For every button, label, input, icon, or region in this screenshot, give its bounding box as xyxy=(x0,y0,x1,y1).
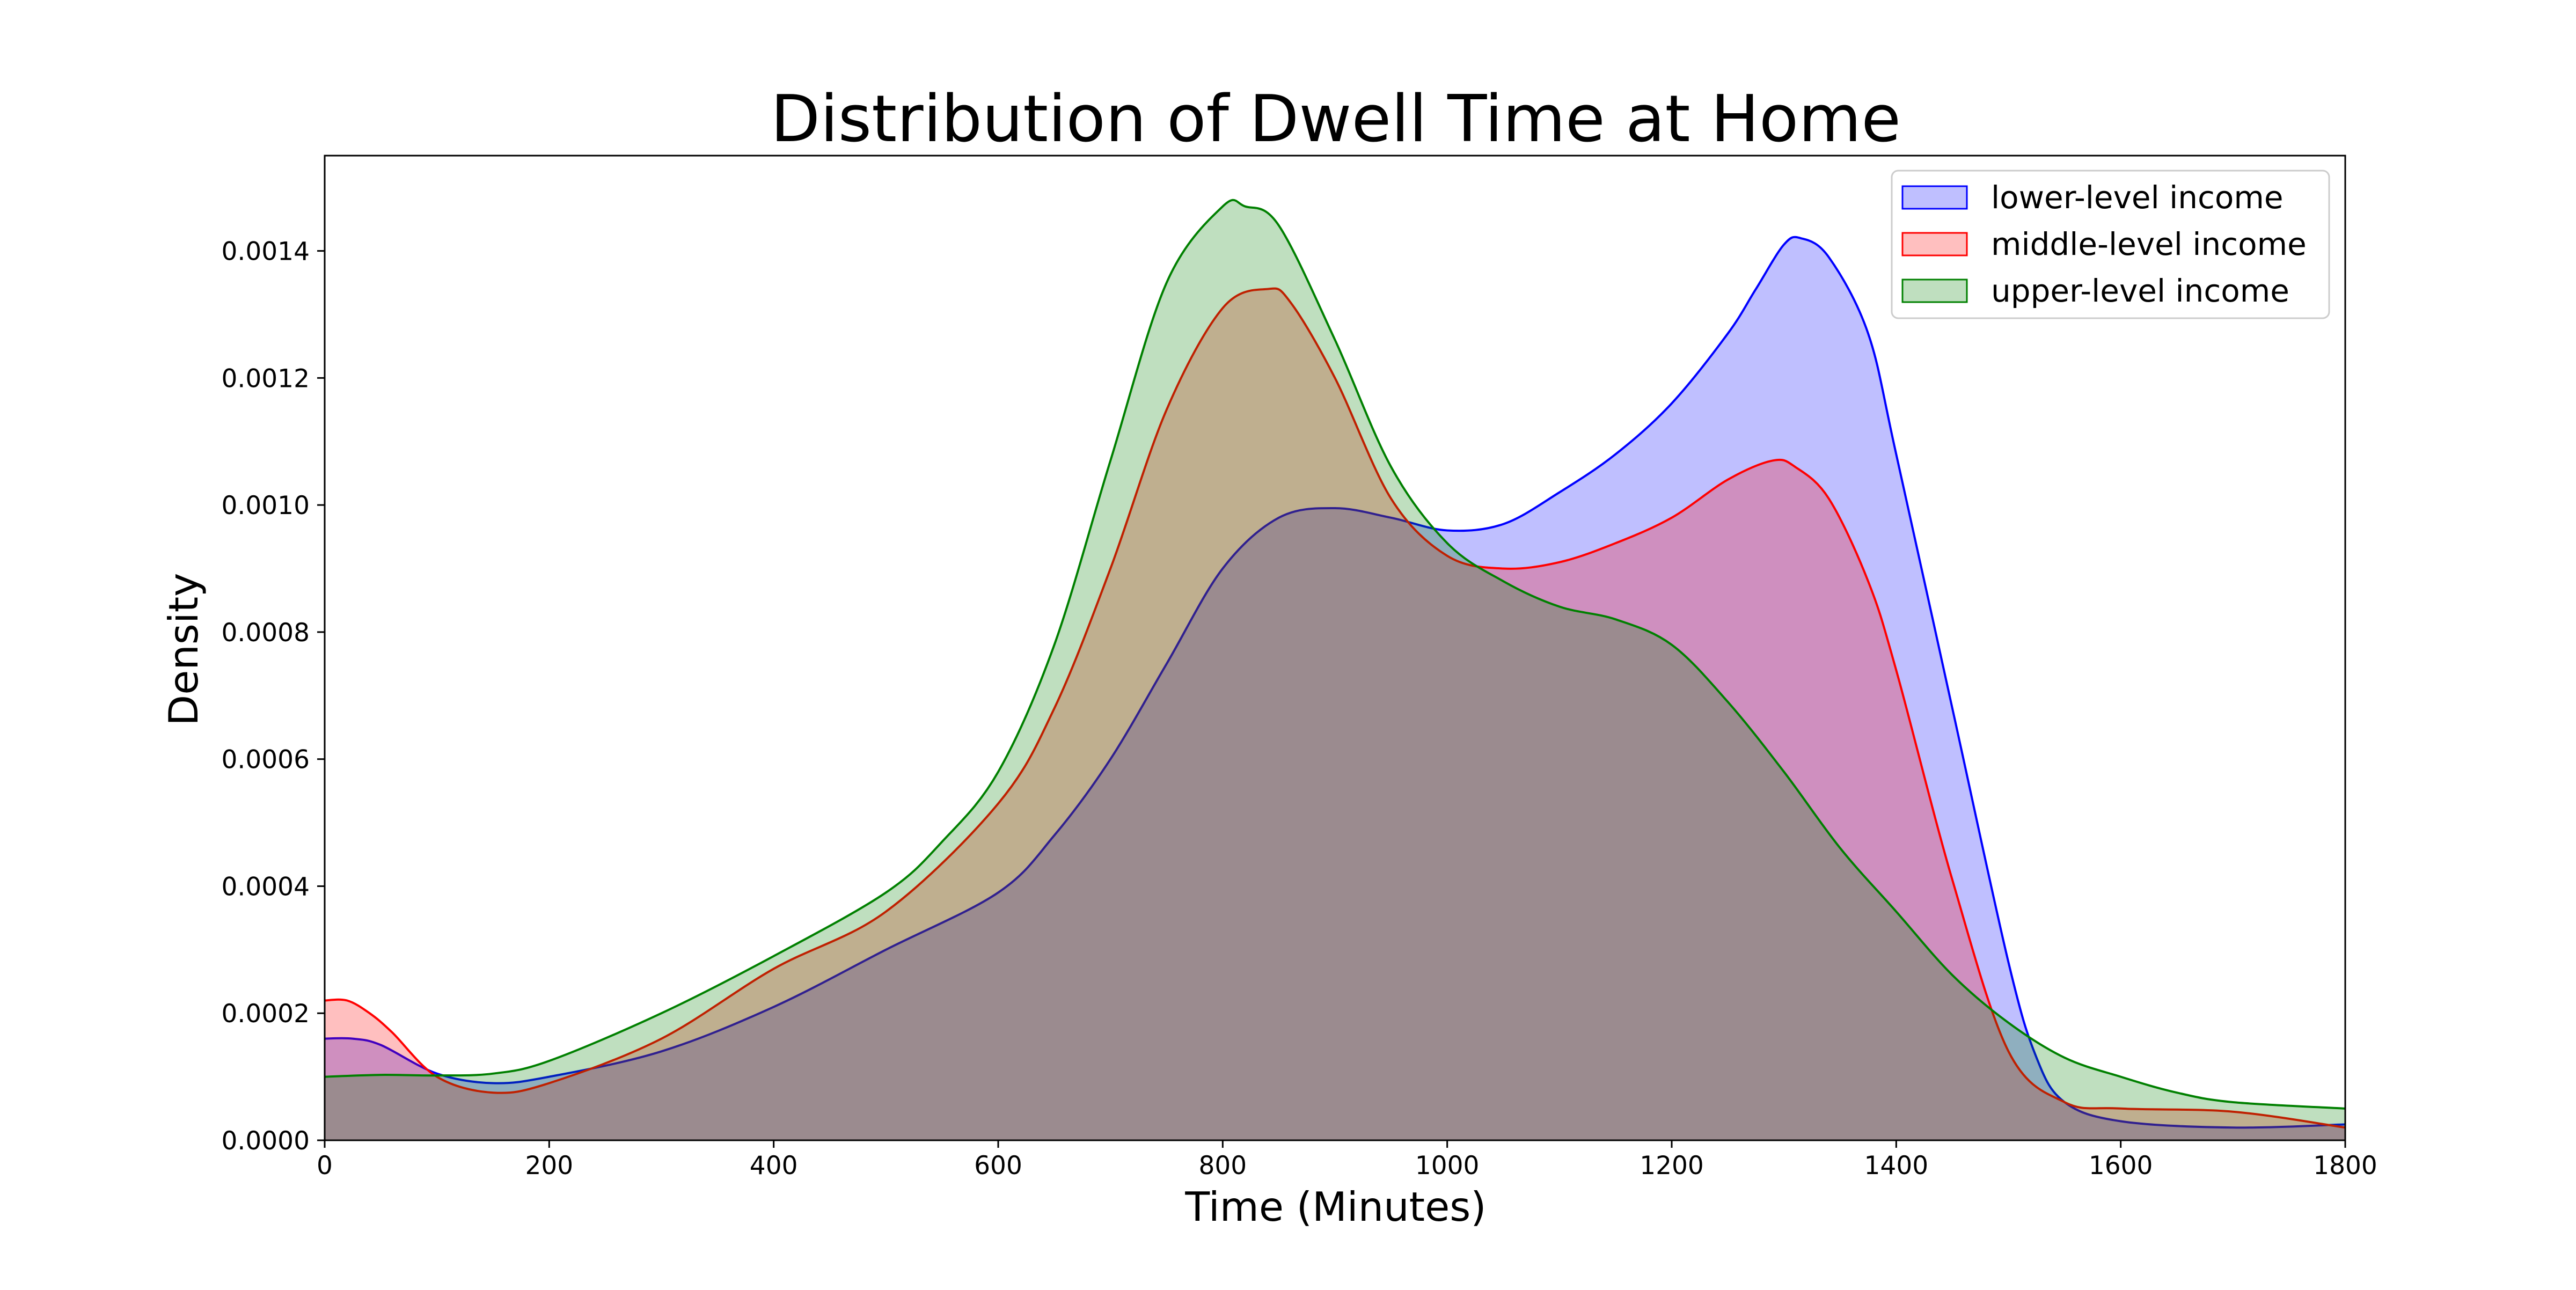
y-tick-label: 0.0014 xyxy=(222,237,310,267)
series-line-1 xyxy=(324,236,2346,1129)
x-tick-label: 1200 xyxy=(1640,1151,1704,1181)
x-tick-label: 0 xyxy=(317,1151,333,1181)
legend: lower-level income middle-level income upp… xyxy=(1891,170,2330,319)
legend-box xyxy=(1891,170,2330,319)
x-tick-label: 200 xyxy=(525,1151,573,1181)
y-tick-label: 0.0004 xyxy=(222,872,310,901)
series-line-2 xyxy=(324,287,2346,1129)
x-tick-label: 600 xyxy=(974,1151,1022,1181)
series-area-3 xyxy=(325,200,2345,1141)
chart-title: Distribution of Dwell Time at Home xyxy=(771,82,1901,157)
y-tick-label: 0.0006 xyxy=(222,745,310,775)
plot-frame xyxy=(324,155,2346,1141)
legend-swatch xyxy=(1901,185,1968,210)
y-axis-label: Density xyxy=(160,573,207,725)
x-axis: 0 200 400 600 800 1000 1200 1400 1600 1800 xyxy=(317,1140,2377,1181)
y-tick-label: 0.0008 xyxy=(222,618,310,648)
y-axis: 0.0000 0.0002 0.0004 0.0006 0.0008 0.0010 0.00… xyxy=(222,237,325,1156)
legend-swatch xyxy=(1901,232,1968,256)
y-tick-label: 0.0010 xyxy=(222,491,310,521)
x-tick-label: 1400 xyxy=(1864,1151,1929,1181)
legend-swatch xyxy=(1901,278,1968,303)
x-tick-label: 1600 xyxy=(2089,1151,2153,1181)
legend-label: middle-level income xyxy=(1991,226,2307,262)
y-tick-label: 0.0000 xyxy=(222,1126,310,1156)
series-area-2 xyxy=(325,288,2345,1140)
x-tick-label: 400 xyxy=(750,1151,798,1181)
y-tick-label: 0.0002 xyxy=(222,999,310,1029)
x-tick-label: 1000 xyxy=(1415,1151,1480,1181)
series-area-1 xyxy=(325,237,2345,1140)
legend-label: upper-level income xyxy=(1991,273,2289,309)
x-tick-label: 1800 xyxy=(2313,1151,2377,1181)
x-tick-label: 800 xyxy=(1198,1151,1247,1181)
series-line-3 xyxy=(324,199,2346,1110)
series-layer xyxy=(324,199,2346,1141)
y-tick-label: 0.0012 xyxy=(222,364,310,393)
x-axis-label: Time (Minutes) xyxy=(1184,1183,1486,1230)
legend-label: lower-level income xyxy=(1991,179,2284,216)
